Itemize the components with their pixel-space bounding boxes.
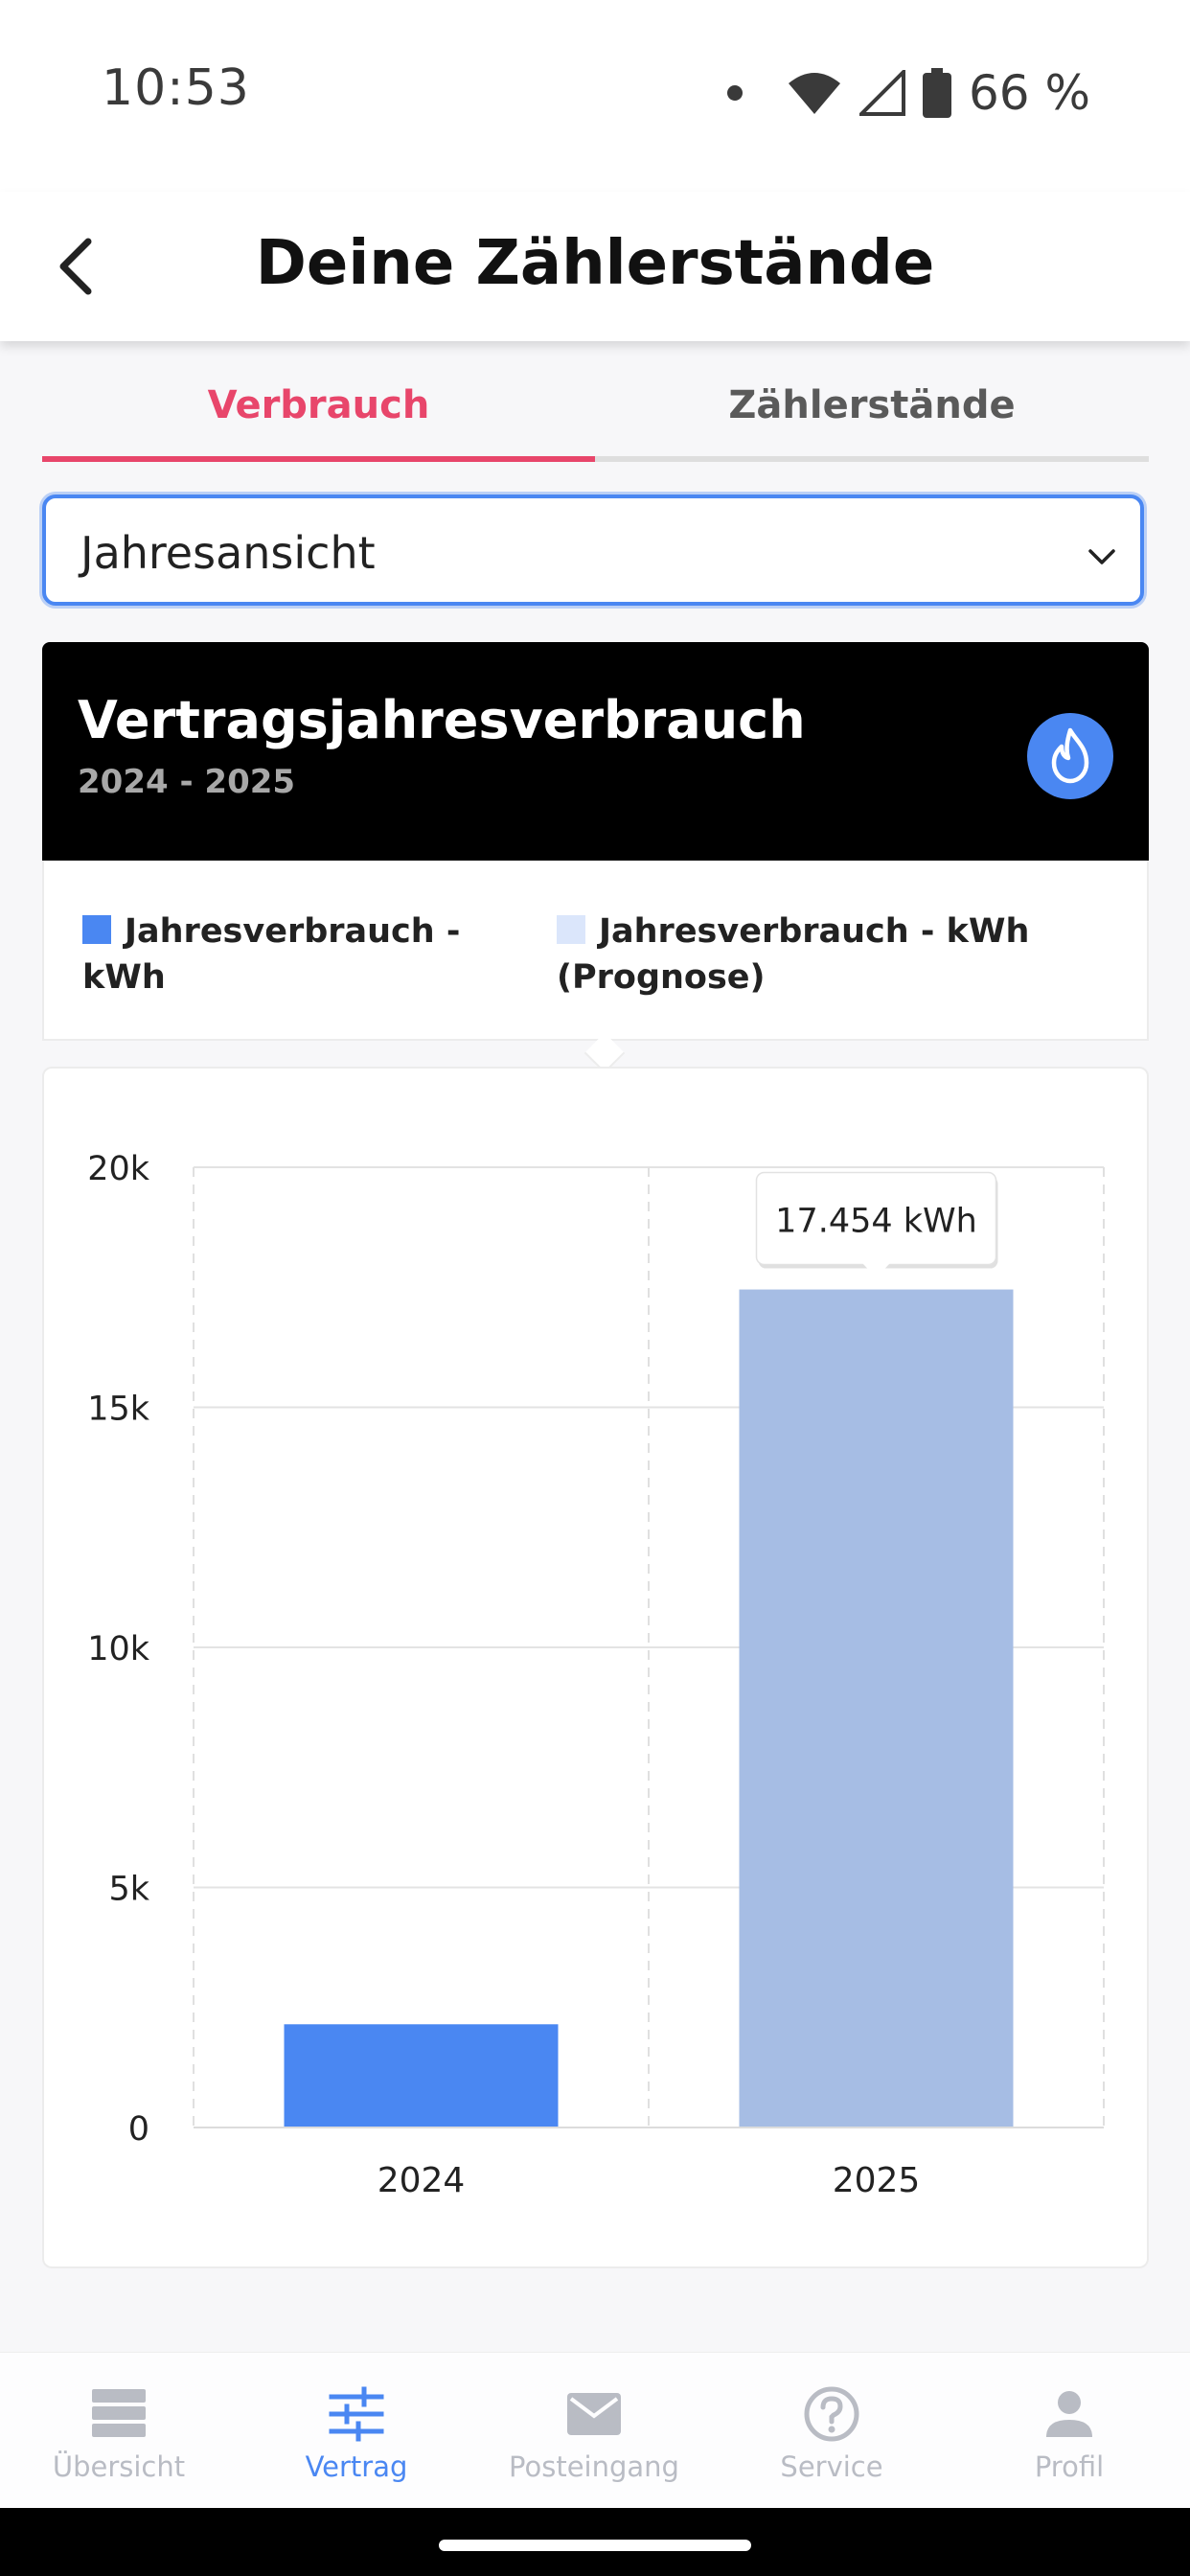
mail-icon: [567, 2393, 621, 2435]
battery-level: 66 %: [968, 65, 1090, 121]
x-tick-label: 2024: [378, 2161, 466, 2200]
wifi-icon: [788, 73, 840, 114]
bottom-navigation: Übersicht Vertrag Posteingang Service: [0, 2352, 1190, 2509]
nav-item-vertrag[interactable]: Vertrag: [238, 2353, 475, 2509]
tab-verbrauch[interactable]: Verbrauch: [42, 358, 595, 462]
card-title: Vertragsjahresverbrauch: [78, 690, 806, 750]
status-bar: 10:53 66 %: [0, 0, 1190, 192]
energy-type-badge: [1027, 713, 1113, 799]
contract-sliders-icon: [329, 2386, 384, 2442]
tooltip-value: 17.454 kWh: [775, 1203, 977, 1241]
tab-bar: Verbrauch Zählerstände: [42, 358, 1149, 462]
bar-2025: [739, 1289, 1014, 2128]
y-tick-label: 0: [128, 2110, 149, 2149]
chevron-down-icon: [1088, 549, 1115, 564]
legend-swatch-forecast: [557, 915, 585, 944]
bar-chart: 0 5k 10k 15k 20k 2024 2025 17.454 kWh: [87, 1150, 1105, 2200]
app-header: Deine Zählerstände: [0, 192, 1190, 341]
notification-dot-icon: [726, 85, 743, 101]
view-select-value: Jahresansicht: [80, 527, 376, 579]
nav-label-uebersicht: Übersicht: [52, 2450, 186, 2483]
card-subtitle: 2024 - 2025: [78, 763, 296, 801]
nav-item-service[interactable]: Service: [713, 2353, 950, 2509]
chart-card: 0 5k 10k 15k 20k 2024 2025 17.454 kWh: [42, 1067, 1149, 2268]
overview-icon: [92, 2389, 146, 2437]
y-tick-label: 20k: [87, 1150, 150, 1188]
legend-swatch-actual: [82, 915, 111, 944]
help-icon: [804, 2386, 859, 2442]
person-icon: [1046, 2391, 1092, 2437]
consumption-card-header: Vertragsjahresverbrauch 2024 - 2025: [42, 642, 1149, 861]
nav-label-profil: Profil: [1034, 2450, 1105, 2483]
flame-icon: [1051, 727, 1089, 784]
signal-icon: [858, 70, 905, 116]
bar-2024: [284, 2024, 559, 2128]
chart-legend: Jahresverbrauch - kWh Jahresverbrauch - …: [42, 861, 1149, 1041]
view-select[interactable]: Jahresansicht: [42, 494, 1144, 606]
tab-zaehlerstaende[interactable]: Zählerstände: [595, 358, 1149, 462]
battery-icon: [922, 68, 951, 118]
status-time: 10:53: [102, 59, 250, 117]
y-tick-label: 5k: [108, 1871, 149, 1909]
y-tick-label: 15k: [87, 1391, 150, 1429]
nav-item-profil[interactable]: Profil: [950, 2353, 1188, 2509]
legend-item-actual[interactable]: Jahresverbrauch - kWh: [82, 908, 485, 1000]
nav-label-service: Service: [780, 2450, 883, 2483]
page-title: Deine Zählerstände: [255, 228, 935, 299]
y-tick-label: 10k: [87, 1630, 150, 1668]
back-arrow-icon[interactable]: [38, 226, 119, 307]
legend-item-forecast[interactable]: Jahresverbrauch - kWh (Prognose): [557, 908, 1093, 1000]
legend-label-forecast: Jahresverbrauch - kWh (Prognose): [557, 912, 1030, 997]
x-tick-label: 2025: [833, 2161, 921, 2200]
nav-label-vertrag: Vertrag: [305, 2450, 408, 2483]
tooltip-pointer: [862, 1263, 890, 1278]
home-gesture-handle[interactable]: [439, 2540, 751, 2551]
nav-item-posteingang[interactable]: Posteingang: [475, 2353, 713, 2509]
nav-label-posteingang: Posteingang: [509, 2450, 679, 2483]
nav-item-uebersicht[interactable]: Übersicht: [0, 2353, 238, 2509]
legend-label-actual: Jahresverbrauch - kWh: [82, 912, 461, 997]
status-icons: 66 %: [726, 59, 1090, 126]
